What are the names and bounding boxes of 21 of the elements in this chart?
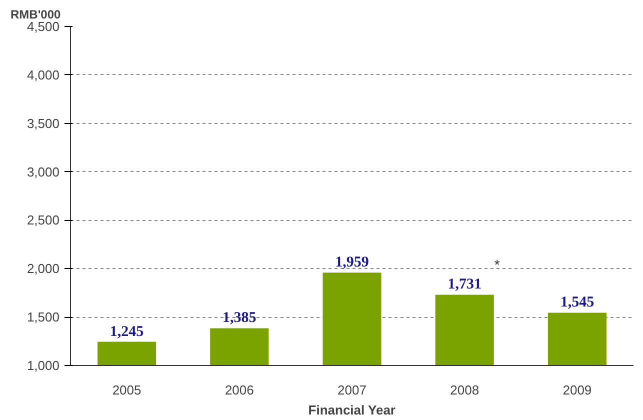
- data-label: 1,545: [560, 294, 594, 311]
- annotation: *: [494, 256, 500, 273]
- y-axis-title: RMB'000: [10, 8, 62, 22]
- y-tick-label: 3,500: [26, 116, 60, 131]
- x-tick-label: 2007: [338, 382, 366, 398]
- y-tick-label: 3,000: [26, 164, 60, 180]
- data-label: 1,385: [222, 310, 256, 326]
- y-tick-label: 2,000: [26, 261, 60, 276]
- data-label: 1,245: [110, 324, 144, 340]
- data-label: 1,959: [335, 254, 369, 271]
- y-tick-label: 2,500: [26, 212, 60, 228]
- y-tick-label: 1,000: [26, 358, 60, 373]
- x-tick-label: 2009: [562, 382, 592, 398]
- y-tick-label: 4,500: [26, 19, 60, 34]
- y-tick-label: 1,500: [26, 310, 60, 325]
- x-tick-label: 2008: [450, 382, 480, 398]
- x-tick-label: 2005: [112, 382, 142, 398]
- data-label: 1,731: [448, 276, 482, 293]
- x-axis-title: Financial Year: [308, 402, 396, 418]
- x-tick-label: 2006: [224, 382, 254, 398]
- y-tick-label: 4,000: [26, 67, 60, 82]
